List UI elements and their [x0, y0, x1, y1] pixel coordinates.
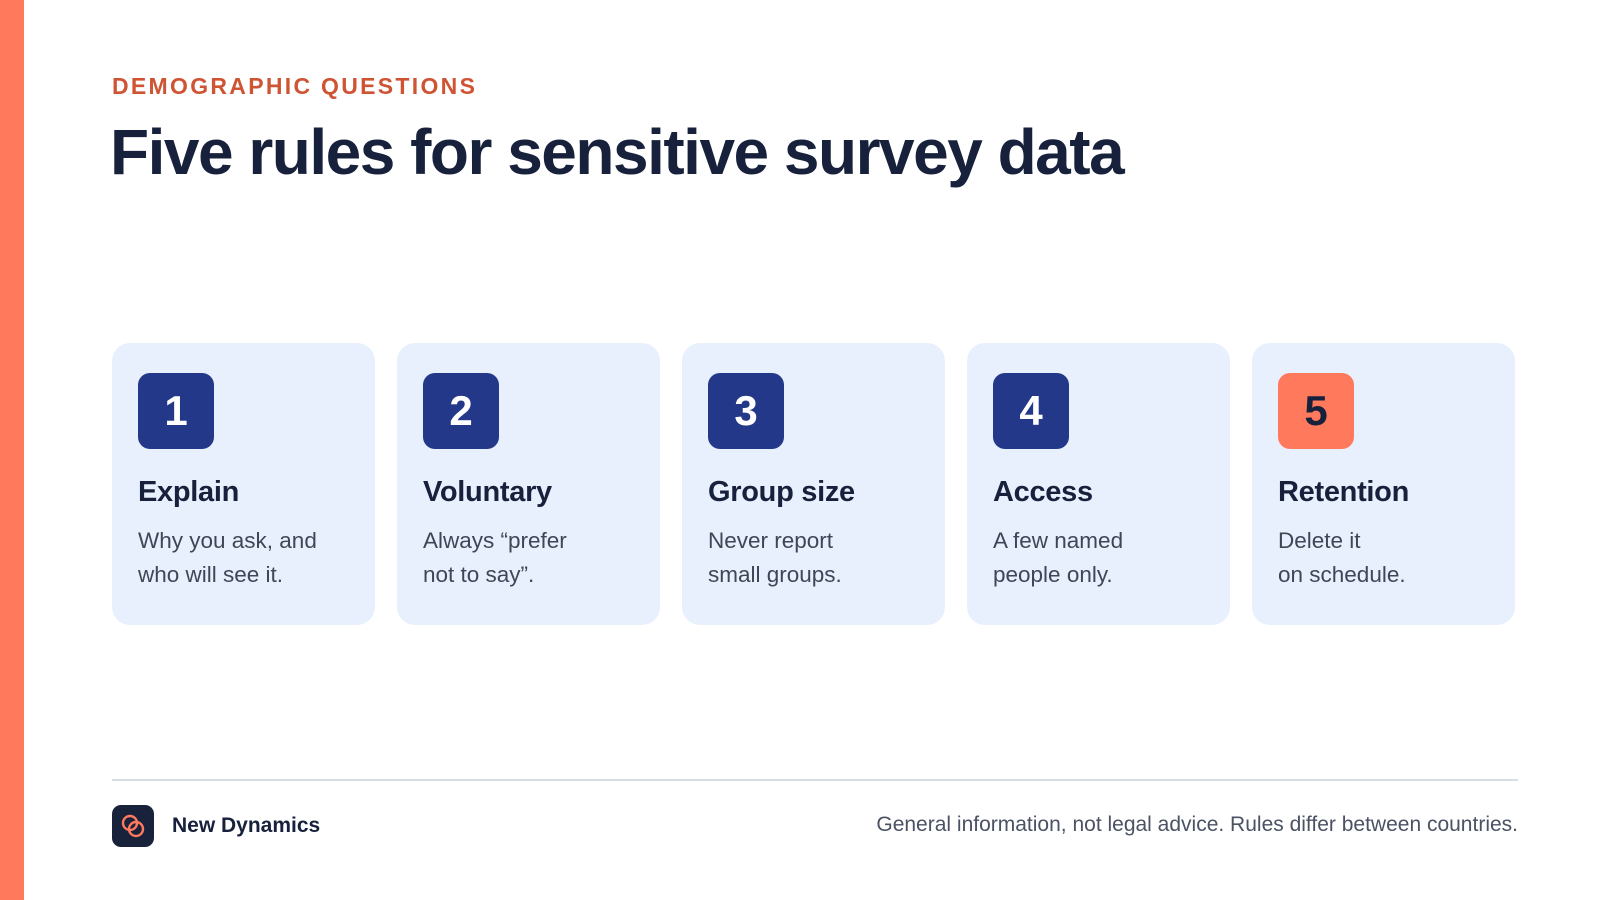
rule-description-line: Why you ask, and: [138, 528, 317, 553]
slide-title: Five rules for sensitive survey data: [110, 116, 1125, 188]
brand-block: New Dynamics: [112, 805, 320, 847]
rule-description-line: on schedule.: [1278, 562, 1406, 587]
rule-number-badge: 1: [138, 373, 214, 449]
rule-description: A few named people only.: [993, 524, 1213, 592]
rule-description-line: not to say”.: [423, 562, 535, 587]
rule-description: Why you ask, and who will see it.: [138, 524, 358, 592]
rule-number-badge: 5: [1278, 373, 1354, 449]
rule-description: Always “prefer not to say”.: [423, 524, 643, 592]
rule-number-badge: 3: [708, 373, 784, 449]
rule-description-line: Never report: [708, 528, 834, 553]
section-label: DEMOGRAPHIC QUESTIONS: [112, 73, 478, 99]
rule-card-1: 1 Explain Why you ask, and who will see …: [112, 343, 375, 625]
rule-number-badge: 4: [993, 373, 1069, 449]
footer-divider: [112, 779, 1518, 781]
rule-title: Retention: [1278, 476, 1410, 508]
rules-card-list: 1 Explain Why you ask, and who will see …: [112, 343, 1515, 625]
rule-description-line: Always “prefer: [423, 528, 567, 553]
left-accent-bar: [0, 0, 24, 900]
rule-description-line: small groups.: [708, 562, 842, 587]
rule-description: Delete it on schedule.: [1278, 524, 1498, 592]
rule-card-2: 2 Voluntary Always “prefer not to say”.: [397, 343, 660, 625]
rule-title: Explain: [138, 476, 240, 508]
rule-title: Access: [993, 476, 1093, 508]
rule-description-line: people only.: [993, 562, 1113, 587]
rule-card-4: 4 Access A few named people only.: [967, 343, 1230, 625]
rule-description-line: A few named: [993, 528, 1124, 553]
rule-card-3: 3 Group size Never report small groups.: [682, 343, 945, 625]
rule-card-5: 5 Retention Delete it on schedule.: [1252, 343, 1515, 625]
rule-number-badge: 2: [423, 373, 499, 449]
rule-title: Group size: [708, 476, 855, 508]
footer-disclaimer: General information, not legal advice. R…: [876, 813, 1518, 836]
rule-title: Voluntary: [423, 476, 552, 508]
rule-description-line: Delete it: [1278, 528, 1361, 553]
rule-description: Never report small groups.: [708, 524, 928, 592]
interlocking-rings-icon: [112, 805, 154, 847]
rule-description-line: who will see it.: [138, 562, 284, 587]
brand-name: New Dynamics: [172, 814, 321, 837]
